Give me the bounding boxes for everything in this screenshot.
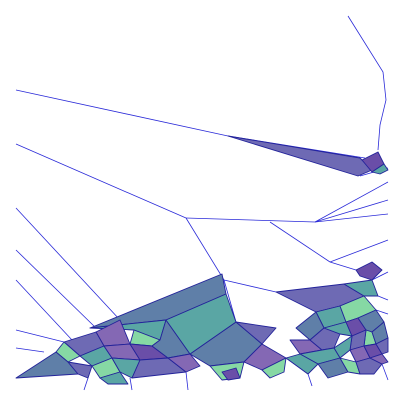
voronoi-cell bbox=[375, 337, 389, 355]
voronoi-edge bbox=[15, 89, 229, 137]
voronoi-edge bbox=[377, 295, 389, 301]
voronoi-cells bbox=[15, 135, 389, 385]
voronoi-edge bbox=[185, 371, 189, 391]
voronoi-cell bbox=[309, 327, 341, 351]
voronoi-edge bbox=[129, 377, 133, 391]
voronoi-edge bbox=[314, 213, 389, 223]
voronoi-edge bbox=[15, 249, 97, 329]
voronoi-edge bbox=[223, 279, 237, 323]
voronoi-edge bbox=[15, 207, 121, 321]
voronoi-edge bbox=[329, 239, 389, 263]
voronoi-edge bbox=[314, 181, 389, 223]
voronoi-edge bbox=[223, 279, 277, 293]
voronoi-edge bbox=[15, 143, 187, 219]
voronoi-edge bbox=[314, 199, 389, 223]
voronoi-edge bbox=[83, 377, 89, 391]
voronoi-cell bbox=[221, 367, 241, 381]
voronoi-edge bbox=[15, 279, 73, 341]
voronoi-edge bbox=[329, 261, 357, 271]
voronoi-edge bbox=[381, 363, 389, 381]
voronoi-cell bbox=[235, 321, 277, 345]
voronoi-cell bbox=[165, 293, 237, 355]
voronoi-edge bbox=[371, 271, 389, 281]
voronoi-cell bbox=[343, 279, 379, 297]
voronoi-cell bbox=[285, 353, 319, 375]
voronoi-cell bbox=[167, 353, 201, 373]
voronoi-edge bbox=[185, 217, 225, 281]
voronoi-edge bbox=[269, 221, 331, 263]
voronoi-cell bbox=[369, 353, 389, 365]
voronoi-edge bbox=[15, 329, 65, 343]
voronoi-edge bbox=[347, 15, 387, 151]
voronoi-edge bbox=[15, 347, 45, 353]
voronoi-cell bbox=[67, 361, 93, 379]
voronoi-cell bbox=[261, 357, 287, 379]
voronoi-edge bbox=[375, 309, 389, 315]
voronoi-cell bbox=[355, 357, 383, 375]
voronoi-cell bbox=[99, 371, 129, 385]
voronoi-cell bbox=[371, 163, 389, 175]
voronoi-cell bbox=[355, 261, 383, 281]
voronoi-edge bbox=[185, 217, 316, 223]
